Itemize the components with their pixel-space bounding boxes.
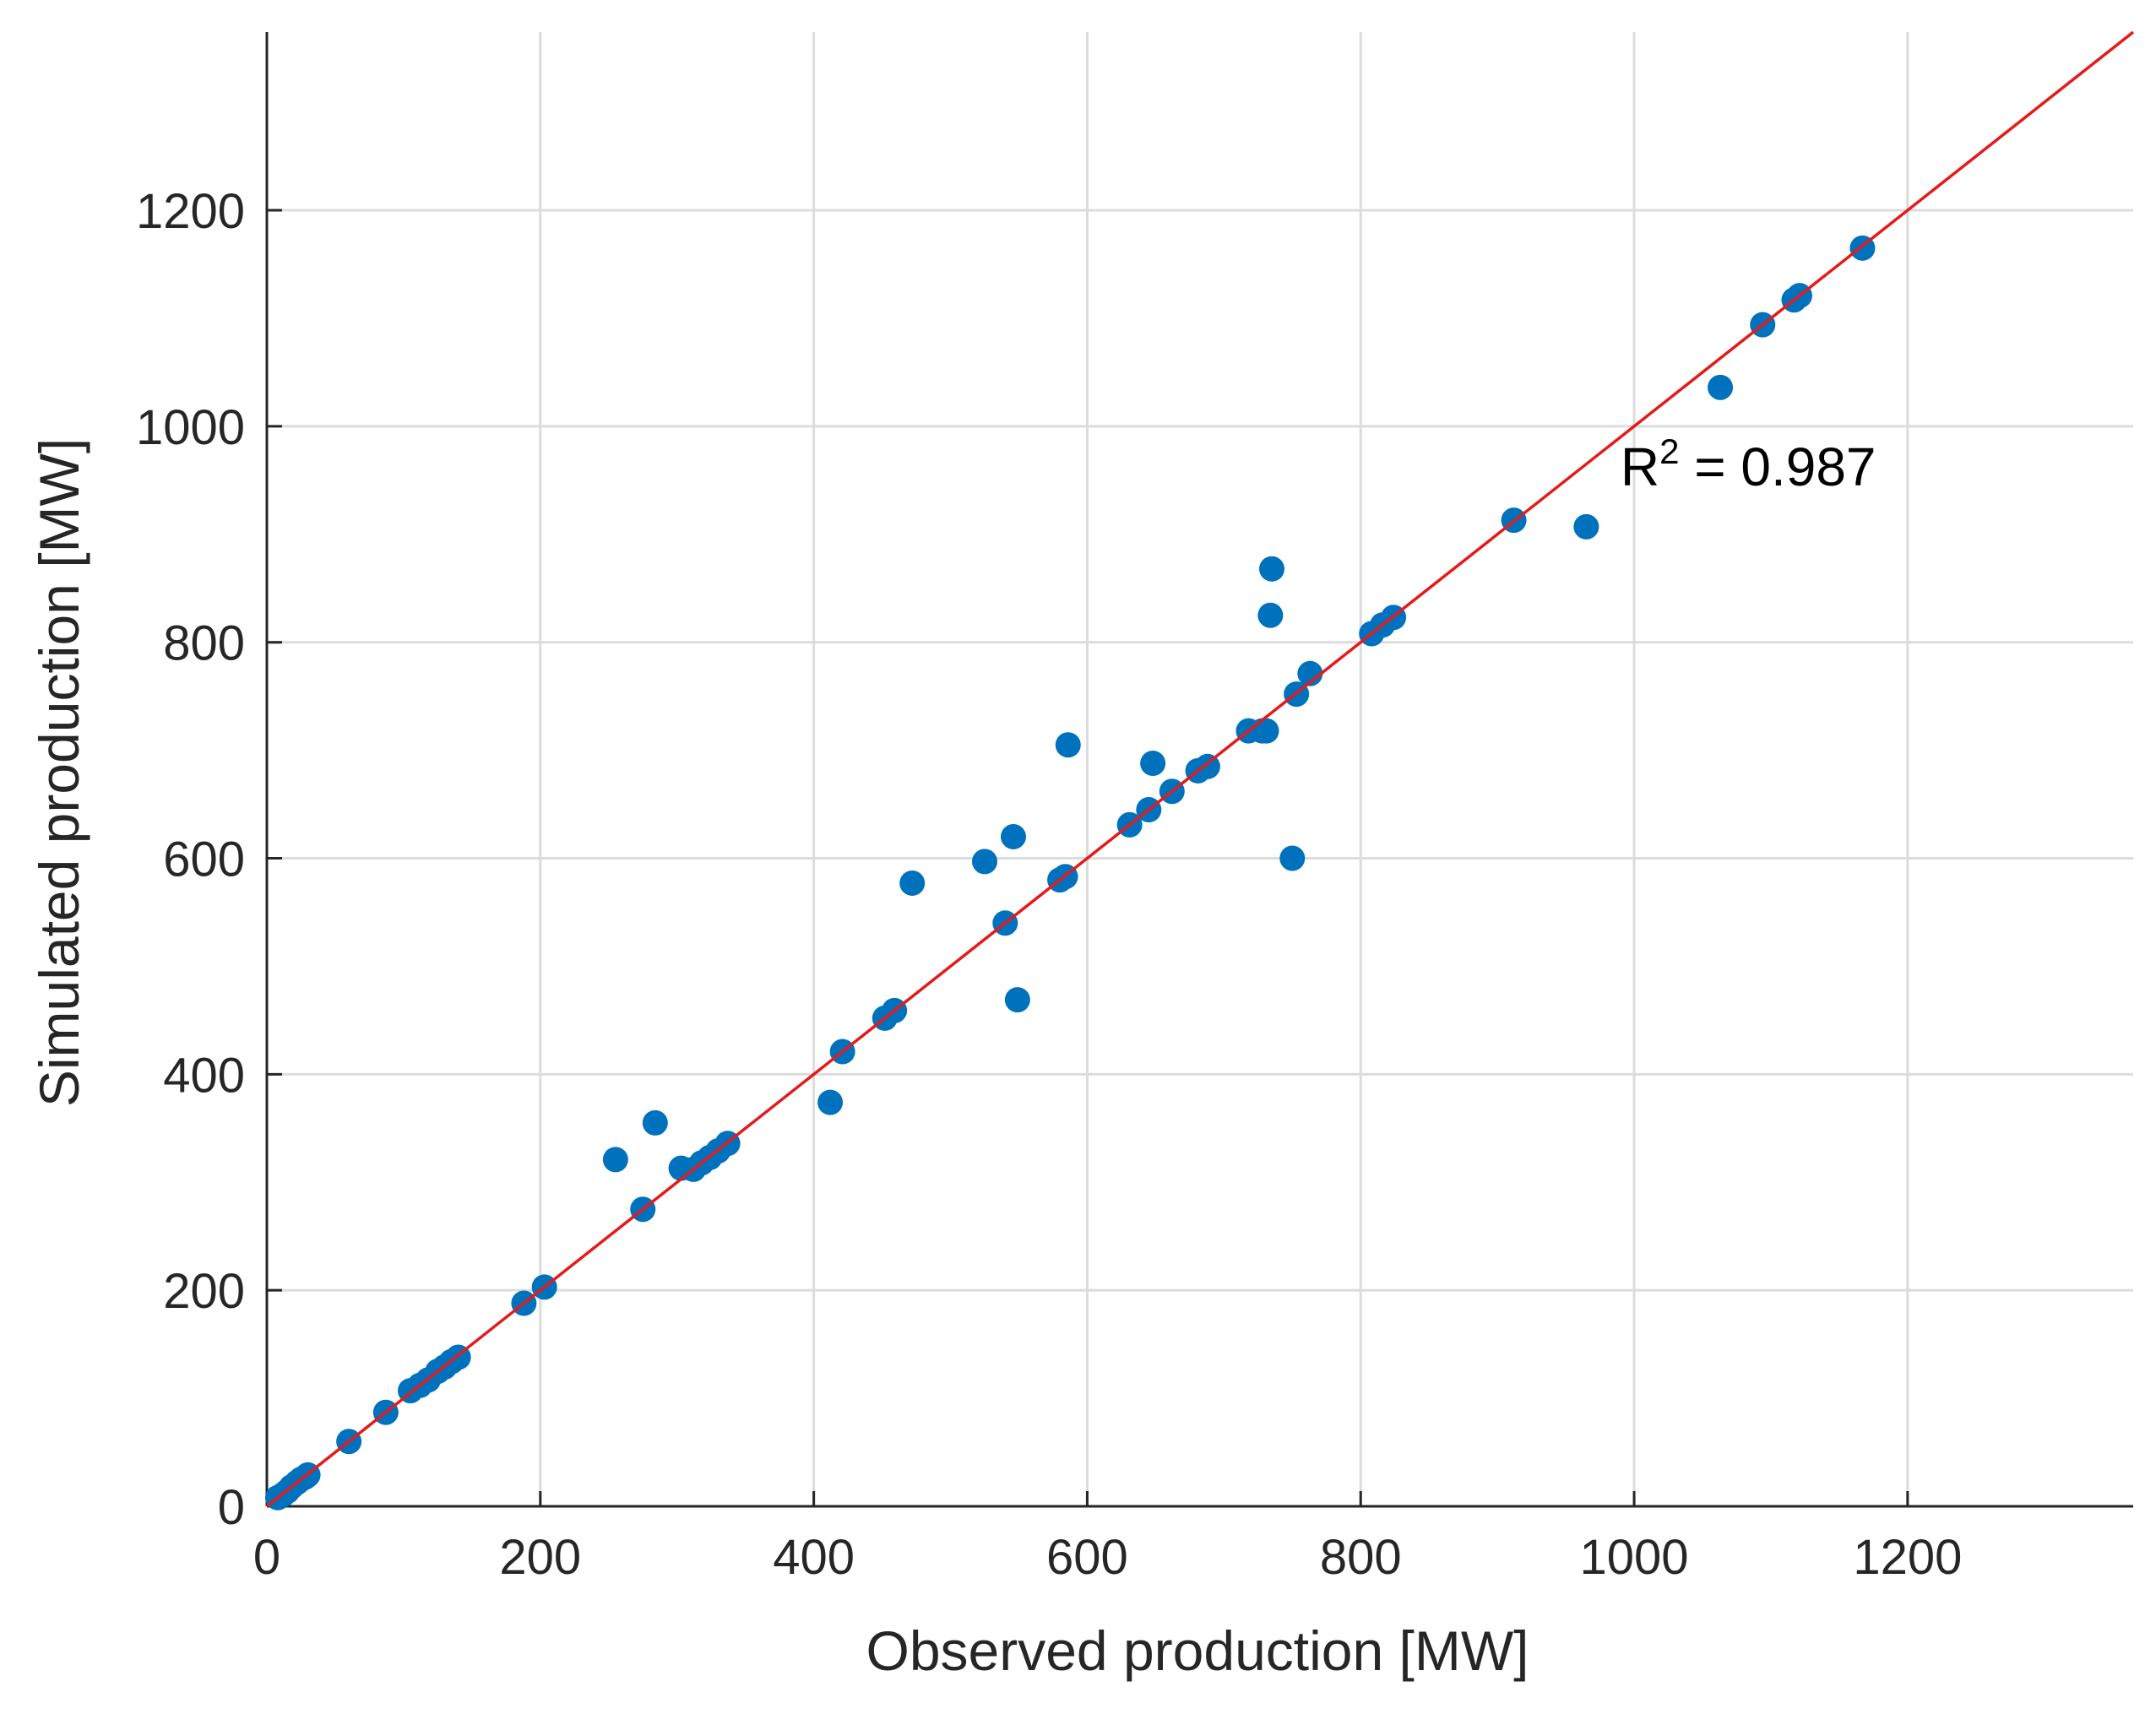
y-tick-label-1200: 1200 [136, 184, 245, 239]
data-point-28 [817, 1089, 844, 1115]
data-point-45 [1194, 753, 1220, 779]
x-tick-marks [265, 1491, 1909, 1506]
data-point-36 [1004, 987, 1030, 1013]
data-point-48 [1253, 718, 1279, 744]
y-tick-label-800: 800 [163, 616, 245, 671]
y-tick-label-600: 600 [163, 833, 245, 887]
x-axis-title: Observed production [MW] [866, 1619, 1529, 1682]
y-tick-labels: 0 200 400 600 800 1000 1200 [136, 184, 245, 1535]
reference-line-y-equals-x [265, 30, 2135, 1508]
data-point-59 [1708, 374, 1734, 400]
data-point-21 [642, 1109, 668, 1136]
y-tick-label-200: 200 [163, 1264, 245, 1319]
data-point-39 [1055, 732, 1081, 758]
x-tick-label-600: 600 [1046, 1530, 1128, 1585]
data-point-35 [1001, 823, 1026, 849]
x-tick-labels: 0 200 400 600 800 1000 1200 [253, 1530, 1963, 1585]
y-axis-title: Simulated production [MW] [28, 438, 90, 1107]
r-squared-annotation: R2 = 0.987 [1621, 431, 1876, 497]
x-tick-label-800: 800 [1320, 1530, 1402, 1585]
data-point-50 [1259, 556, 1284, 582]
data-point-32 [899, 870, 926, 896]
y-tick-label-0: 0 [218, 1480, 245, 1535]
data-point-58 [1573, 513, 1599, 540]
x-tick-label-0: 0 [253, 1530, 280, 1585]
data-point-53 [1297, 660, 1323, 686]
x-tick-label-400: 400 [773, 1530, 855, 1585]
data-point-42 [1140, 750, 1166, 776]
y-tick-label-1000: 1000 [136, 400, 245, 455]
x-tick-label-1000: 1000 [1580, 1530, 1689, 1585]
data-point-33 [972, 849, 997, 875]
data-point-51 [1279, 845, 1306, 871]
y-tick-label-400: 400 [163, 1048, 245, 1103]
data-point-19 [602, 1147, 628, 1173]
r-squared-value: = 0.987 [1679, 437, 1876, 497]
r-squared-superscript: 2 [1659, 431, 1679, 471]
x-tick-label-1200: 1200 [1853, 1530, 1962, 1585]
grid-lines [267, 32, 2133, 1506]
r-squared-base: R [1621, 437, 1659, 497]
data-point-49 [1257, 602, 1284, 628]
y-tick-marks [267, 209, 282, 1508]
x-tick-label-200: 200 [499, 1530, 581, 1585]
